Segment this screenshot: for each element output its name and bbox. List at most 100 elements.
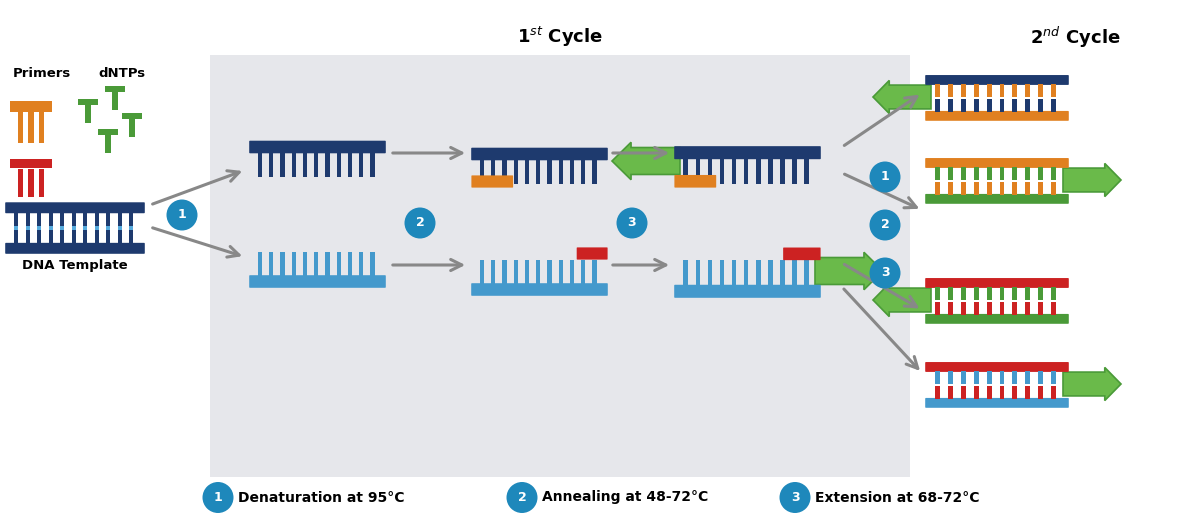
Bar	[112, 88, 118, 110]
Bar	[25, 213, 30, 244]
Bar	[106, 213, 110, 244]
Bar	[1000, 386, 1004, 399]
Circle shape	[167, 199, 198, 231]
Bar	[559, 260, 563, 284]
Bar	[1013, 182, 1018, 195]
Bar	[935, 386, 940, 399]
Text: 1: 1	[214, 491, 222, 504]
Bar	[961, 386, 966, 399]
Bar	[48, 230, 53, 244]
Bar	[1038, 84, 1043, 96]
Bar	[503, 160, 506, 184]
Bar	[973, 302, 979, 315]
Bar	[37, 213, 42, 244]
Bar	[1051, 99, 1056, 112]
Bar	[684, 261, 688, 285]
Bar	[986, 287, 991, 315]
Bar	[1025, 371, 1031, 384]
Bar	[570, 260, 574, 284]
Bar	[1051, 302, 1056, 315]
Bar	[1013, 287, 1018, 315]
FancyArrow shape	[874, 80, 931, 114]
Bar	[130, 213, 133, 244]
Bar	[948, 287, 953, 300]
Bar	[547, 260, 552, 284]
Bar	[744, 261, 749, 285]
Bar	[804, 159, 809, 183]
Bar	[1013, 167, 1018, 195]
Bar	[72, 230, 76, 244]
FancyBboxPatch shape	[577, 247, 607, 260]
Bar	[258, 152, 262, 177]
Bar	[118, 213, 122, 244]
Bar	[78, 99, 98, 105]
Bar	[14, 213, 18, 244]
Bar	[1013, 371, 1018, 384]
Bar	[768, 159, 773, 183]
Bar	[961, 182, 966, 195]
Bar	[732, 261, 737, 285]
FancyBboxPatch shape	[472, 148, 607, 160]
Bar	[948, 99, 953, 112]
Bar	[696, 159, 700, 183]
Bar	[85, 101, 91, 123]
Bar	[961, 302, 966, 315]
Bar	[973, 287, 979, 300]
Bar	[72, 213, 76, 227]
Bar	[1051, 167, 1056, 195]
Bar	[83, 230, 88, 244]
Bar	[302, 252, 307, 276]
Bar	[60, 213, 65, 244]
Bar	[792, 261, 797, 285]
Bar	[1038, 386, 1043, 399]
FancyArrow shape	[612, 142, 680, 180]
Bar	[1051, 287, 1056, 300]
Bar	[25, 213, 30, 227]
Bar	[961, 84, 966, 112]
Bar	[95, 213, 98, 244]
Bar	[961, 99, 966, 112]
Bar	[337, 152, 341, 177]
Circle shape	[870, 162, 900, 193]
Bar	[302, 152, 307, 177]
Bar	[1013, 302, 1018, 315]
Bar	[106, 230, 110, 244]
Bar	[491, 160, 496, 184]
Bar	[948, 302, 953, 315]
Bar	[37, 230, 42, 244]
Bar	[292, 252, 296, 276]
Circle shape	[617, 208, 648, 238]
Bar	[1038, 99, 1043, 112]
Bar	[948, 167, 953, 180]
Bar	[986, 167, 991, 180]
FancyBboxPatch shape	[472, 176, 514, 187]
Bar	[1025, 287, 1031, 315]
Bar	[348, 252, 352, 276]
Text: 3: 3	[881, 266, 889, 280]
Bar	[1051, 182, 1056, 195]
Bar	[948, 287, 953, 315]
Bar	[986, 182, 991, 195]
FancyArrow shape	[1063, 163, 1121, 197]
Bar	[1013, 371, 1018, 399]
FancyArrow shape	[815, 252, 883, 290]
Bar	[371, 252, 374, 276]
Bar	[25, 230, 30, 244]
Bar	[1000, 302, 1004, 315]
Bar	[38, 168, 44, 197]
Bar	[804, 261, 809, 285]
Text: 2: 2	[415, 216, 425, 230]
Bar	[18, 168, 23, 197]
Bar	[1051, 167, 1056, 180]
Bar	[292, 152, 296, 177]
Bar	[359, 252, 364, 276]
Bar	[1038, 84, 1043, 112]
Bar	[106, 213, 110, 227]
Bar	[1013, 84, 1018, 112]
Text: dNTPs: dNTPs	[98, 67, 145, 80]
Bar	[1025, 371, 1031, 399]
Bar	[29, 112, 34, 143]
Bar	[935, 287, 940, 315]
Bar	[524, 160, 529, 184]
FancyBboxPatch shape	[472, 283, 607, 296]
